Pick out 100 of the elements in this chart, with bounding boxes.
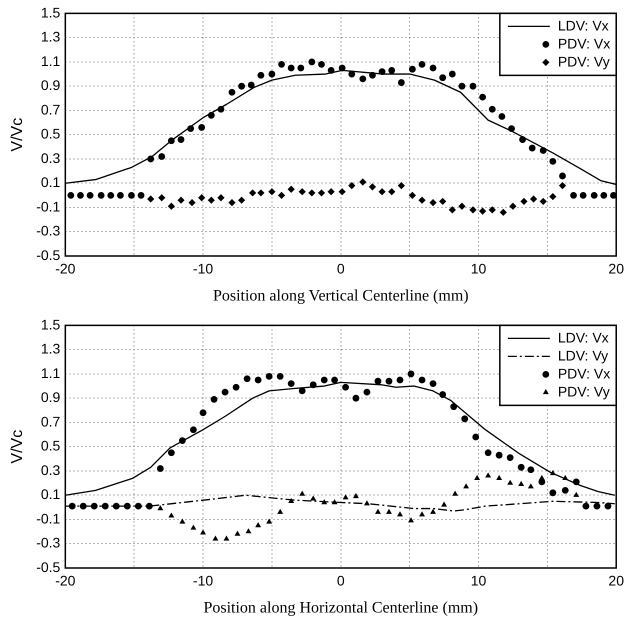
y-tick-label: 0.7 — [40, 413, 61, 430]
point — [348, 182, 356, 190]
point — [479, 208, 486, 215]
point — [452, 490, 458, 496]
point — [86, 192, 94, 199]
point — [540, 147, 547, 154]
point — [266, 518, 272, 524]
point — [352, 493, 359, 498]
point — [298, 188, 306, 196]
point — [90, 502, 98, 510]
point — [224, 535, 230, 541]
point — [198, 124, 206, 131]
y-tick-label: 0.7 — [40, 101, 61, 118]
y-tick-label: 0.1 — [40, 486, 61, 502]
point — [530, 195, 538, 203]
point — [228, 88, 236, 96]
point — [374, 378, 382, 385]
point — [549, 158, 556, 165]
point — [364, 500, 370, 506]
point — [288, 380, 295, 388]
point — [429, 199, 437, 206]
point — [439, 74, 446, 82]
point — [77, 192, 84, 199]
point — [364, 388, 370, 396]
point — [217, 194, 225, 202]
point — [218, 106, 224, 113]
y-axis-title: V/Vc — [9, 118, 26, 152]
x-tick-label: 20 — [608, 572, 624, 588]
y-tick-label: 0.5 — [40, 438, 61, 454]
point — [375, 508, 381, 514]
point — [352, 394, 360, 402]
point — [288, 64, 295, 72]
point — [549, 489, 556, 496]
point — [396, 376, 404, 384]
legend-label: LDV: Vx — [558, 329, 609, 346]
point — [147, 156, 154, 162]
point — [190, 426, 197, 434]
y-tick-label: 0.5 — [40, 126, 61, 142]
point — [470, 82, 476, 90]
point — [212, 535, 218, 541]
point — [549, 192, 556, 200]
x-tick-label: 0 — [336, 260, 345, 276]
point — [430, 380, 436, 388]
point — [538, 478, 546, 486]
point — [178, 136, 184, 143]
y-tick-label: 0.9 — [40, 77, 61, 94]
point — [506, 454, 514, 462]
point — [386, 508, 392, 514]
point — [318, 189, 326, 197]
point — [418, 60, 426, 68]
point — [200, 409, 206, 416]
x-tick-label: 10 — [470, 572, 486, 588]
point — [257, 72, 264, 79]
point — [509, 202, 517, 210]
point — [408, 66, 416, 73]
point — [168, 202, 175, 210]
point — [208, 112, 215, 119]
y-tick-label: 0.3 — [40, 462, 61, 478]
point — [488, 206, 496, 214]
point — [419, 511, 425, 516]
point — [318, 60, 325, 68]
point — [582, 502, 590, 510]
point — [378, 188, 386, 196]
point — [157, 505, 164, 510]
x-tick-label: -20 — [55, 572, 76, 588]
point — [321, 499, 328, 504]
point — [102, 502, 109, 510]
point — [463, 483, 470, 488]
point — [210, 396, 218, 403]
point — [461, 415, 468, 422]
point — [190, 524, 196, 530]
point — [328, 188, 335, 196]
point — [198, 194, 206, 202]
point — [266, 372, 273, 380]
point — [168, 137, 175, 144]
point — [278, 60, 285, 68]
point — [276, 372, 284, 380]
point — [297, 64, 304, 72]
point — [68, 502, 76, 510]
point — [498, 113, 506, 120]
point — [540, 198, 547, 206]
x-axis-title: Position along Horizontal Centerline (mm) — [203, 600, 478, 617]
legend-label: LDV: Vy — [558, 347, 608, 364]
point — [288, 186, 295, 193]
point — [388, 67, 396, 74]
point — [158, 194, 166, 202]
y-tick-label: -0.3 — [36, 222, 61, 239]
point — [187, 125, 194, 132]
point — [580, 192, 587, 199]
y-tick-label: -0.1 — [36, 510, 61, 526]
point — [146, 502, 153, 510]
point — [179, 518, 186, 524]
point — [408, 517, 414, 522]
point — [600, 192, 608, 199]
point — [80, 502, 87, 510]
y-tick-label: 1.3 — [40, 28, 61, 45]
y-tick-label: 1.1 — [40, 364, 61, 381]
point — [474, 474, 480, 480]
legend-label: PDV: Vy — [558, 53, 610, 70]
y-tick-label: 1.3 — [40, 340, 61, 357]
